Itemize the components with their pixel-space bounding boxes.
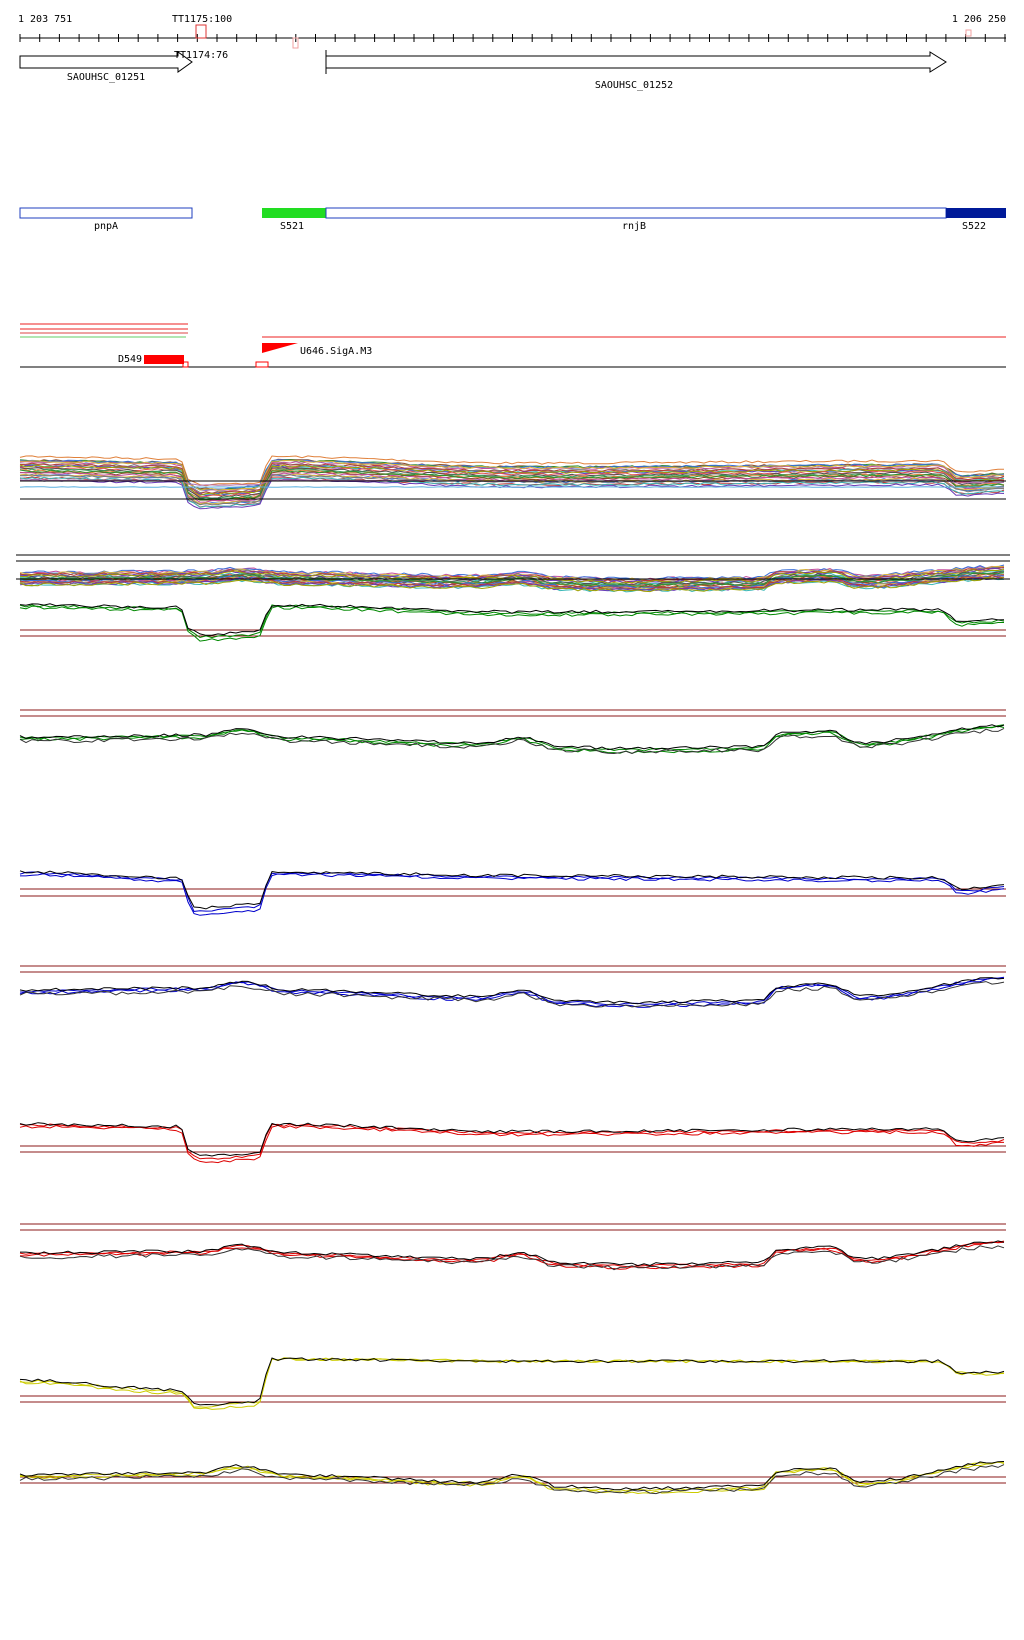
expression-line-condition [20,873,1005,916]
profile-line-multi [19,467,1005,499]
expression-line-average [19,1461,1005,1491]
profile-line-multi [19,569,1005,584]
gene-track: TT1174:76 SAOUHSC_01251 SAOUHSC_01252 [19,50,947,91]
gene-arrow-icon [325,51,947,73]
expression-line-average [19,981,1005,1008]
expression-tracks [16,455,1010,1495]
feature-pnpa [19,207,193,219]
expression-line-condition [19,976,1005,1008]
expression-line-condition [19,1357,1005,1408]
expression-line-average [19,1122,1005,1157]
feature-s521 [262,208,326,218]
expression-line-condition [19,605,1004,642]
expression-line-average [19,977,1005,1005]
upshift-label: U646.SigA.M3 [300,346,372,357]
feature-label-s522: S522 [962,221,986,232]
ruler-ticks [19,34,1006,42]
promoter-flag-icon [262,343,298,367]
profile-line-multi [19,564,1005,581]
downshift-marker [182,361,189,368]
ruler-start-label: 1 203 751 [18,14,72,25]
gene-label-saouhsc-01251: SAOUHSC_01251 [67,72,145,83]
terminator-marker-icon [195,24,207,39]
terminator-label-tt1175: TT1175:100 [172,14,232,25]
profile-line-multi [19,576,1005,593]
profile-line-multi [19,464,1005,496]
profile-line-multi [19,486,1005,488]
feature-label-rnjb: rnjB [622,221,646,232]
feature-label-s521: S521 [280,221,304,232]
regulatory-track: D549 U646.SigA.M3 [20,323,1006,368]
ruler-end-label: 1 206 250 [952,14,1006,25]
coordinate-ruler: 1 203 751 1 206 250 [18,14,1006,42]
profile-line-multi [19,476,1005,508]
expression-line-average [19,1464,1005,1495]
expression-line-average [19,1357,1005,1406]
downshift-label: D549 [118,354,142,365]
feature-s522 [946,208,1006,218]
feature-label-pnpa: pnpA [94,221,118,232]
expression-line-average [20,1240,1005,1267]
expression-line-average [19,724,1005,751]
expression-line-condition [19,1357,1005,1410]
expression-line-average [19,727,1005,755]
expression-line-condition [19,1124,1005,1164]
promoter-marker [255,361,269,368]
expression-line-average [19,1245,1005,1271]
feature-rnjb [325,207,947,219]
feature-track: pnpA S521 rnjB S522 [19,207,1006,232]
profile-line-multi [19,455,1005,487]
profile-line-multi [19,459,1004,491]
downshift-block [144,355,184,364]
expression-line-average [19,603,1005,636]
gene-arrow-icon [19,51,193,73]
terminator-marker-icon [965,29,972,37]
terminator-track: TT1175:100 [172,14,972,49]
expression-line-average [19,870,1005,910]
gene-label-saouhsc-01252: SAOUHSC_01252 [595,80,673,91]
expression-line-condition [19,724,1005,752]
terminator-label-tt1174: TT1174:76 [174,50,228,61]
terminator-marker-icon [292,37,299,49]
profile-line-multi [19,577,1005,593]
